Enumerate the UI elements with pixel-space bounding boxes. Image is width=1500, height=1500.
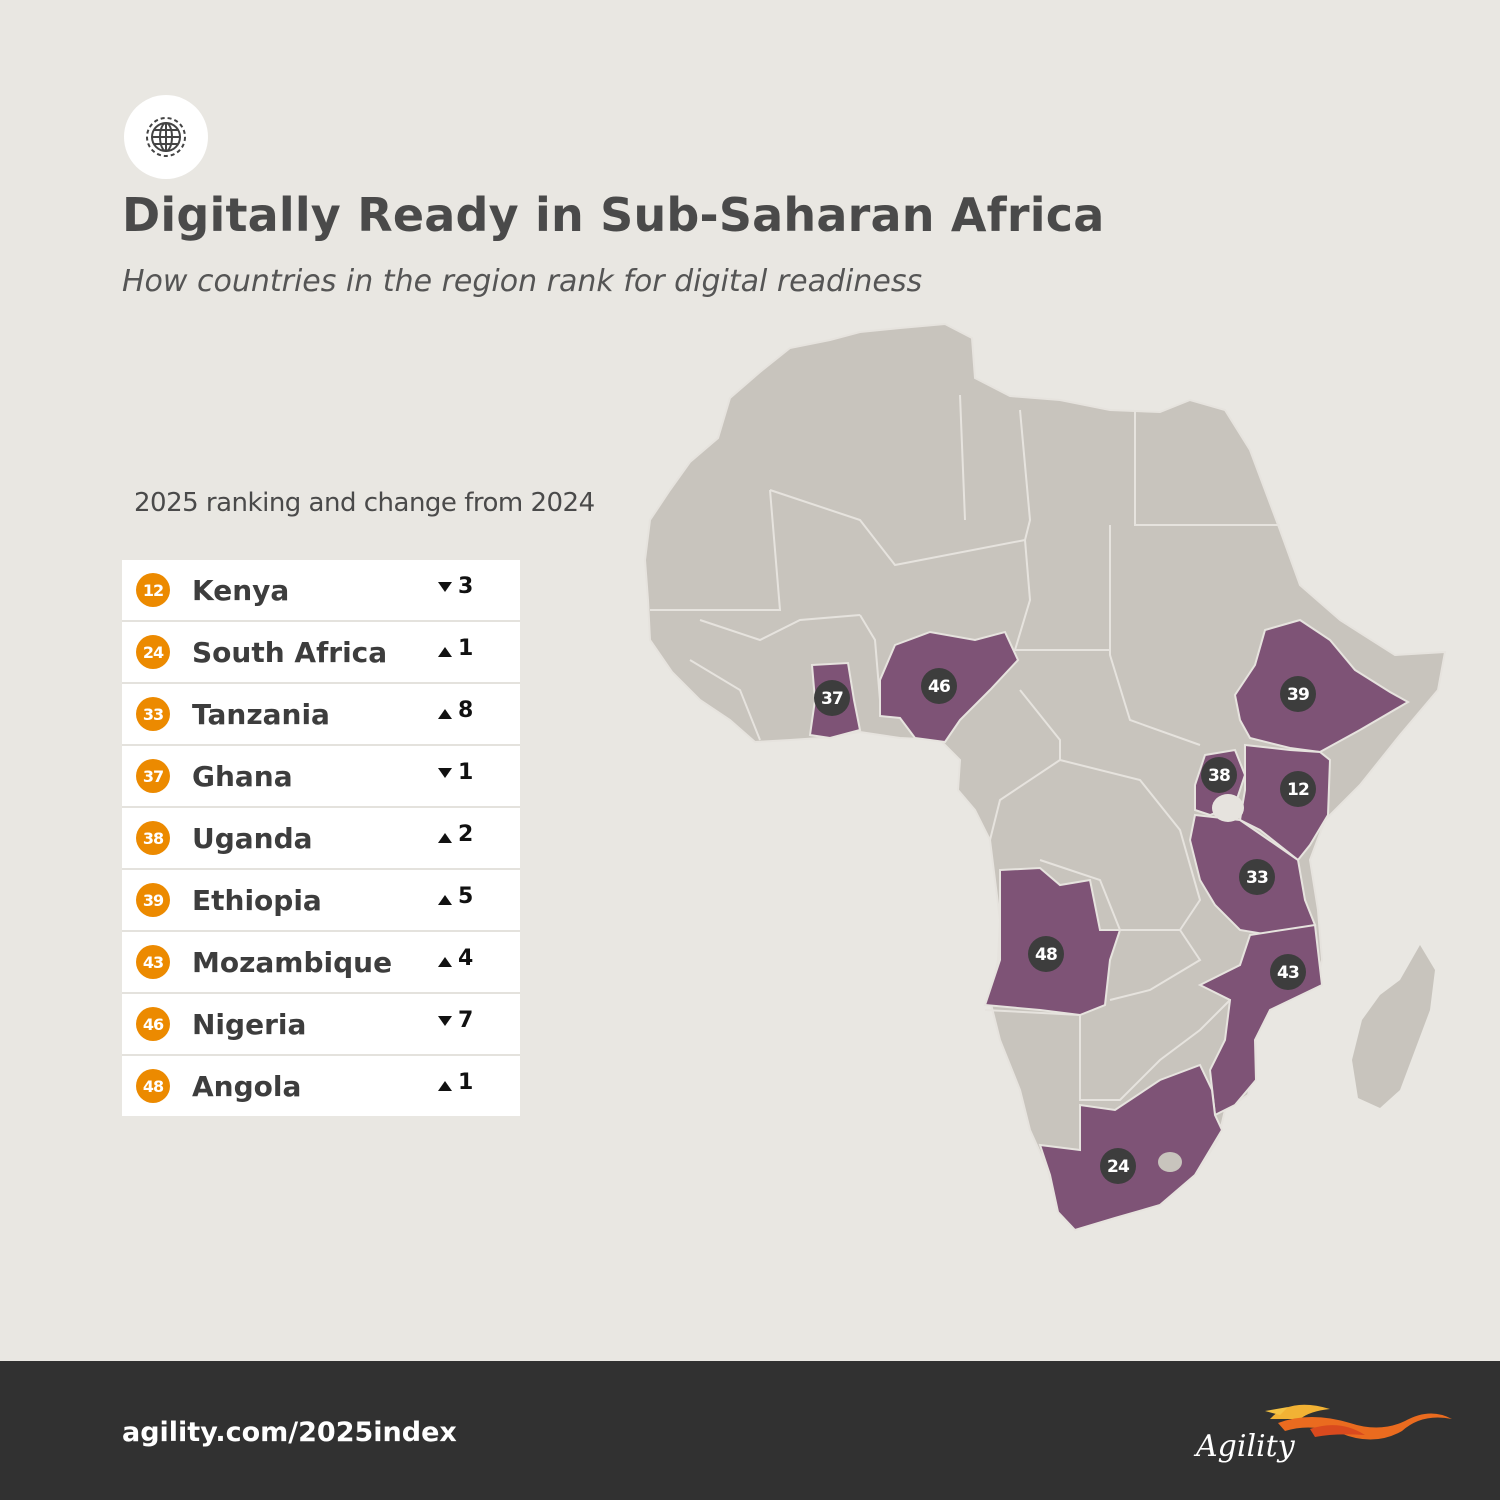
rank-change: 5 <box>458 884 474 909</box>
marker-label: 24 <box>1107 1157 1130 1177</box>
down-arrow-icon <box>438 768 452 778</box>
rank-change: 7 <box>458 1008 474 1033</box>
up-arrow-icon <box>438 647 452 657</box>
ranking-row: 33 Tanzania 8 <box>122 684 520 746</box>
marker-label: 38 <box>1208 766 1230 786</box>
footer: agility.com/2025index Agility <box>0 1361 1500 1500</box>
marker-label: 39 <box>1287 685 1309 705</box>
rank-change: 1 <box>458 636 474 661</box>
map-marker-nigeria: 46 <box>921 668 957 704</box>
map-marker-south-africa: 24 <box>1100 1148 1136 1184</box>
map-marker-tanzania: 33 <box>1239 859 1275 895</box>
rank-change: 1 <box>458 1070 474 1095</box>
rank-badge: 43 <box>136 945 170 979</box>
legend-caption: 2025 ranking and change from 2024 <box>134 488 595 518</box>
rank-badge: 38 <box>136 821 170 855</box>
map-marker-mozambique: 43 <box>1270 954 1306 990</box>
rank-change: 2 <box>458 822 474 847</box>
country-name: Ghana <box>192 760 293 793</box>
up-arrow-icon <box>438 895 452 905</box>
country-name: Nigeria <box>192 1008 307 1041</box>
down-arrow-icon <box>438 1016 452 1026</box>
madagascar <box>1352 945 1435 1108</box>
map-marker-kenya: 12 <box>1280 771 1316 807</box>
ranking-row: 39 Ethiopia 5 <box>122 870 520 932</box>
country-name: Kenya <box>192 574 290 607</box>
rank-change: 3 <box>458 574 474 599</box>
marker-label: 46 <box>928 677 950 697</box>
country-name: Mozambique <box>192 946 393 979</box>
globe-gear-icon <box>124 95 208 179</box>
country-name: Angola <box>192 1070 302 1103</box>
rank-badge: 12 <box>136 573 170 607</box>
rank-change: 4 <box>458 946 474 971</box>
country-name: South Africa <box>192 636 388 669</box>
ranking-table: 12 Kenya 3 24 South Africa 1 33 Tanzania… <box>122 560 520 1116</box>
rank-change: 8 <box>458 698 474 723</box>
marker-label: 43 <box>1277 963 1299 983</box>
ranking-row: 12 Kenya 3 <box>122 560 520 622</box>
marker-label: 12 <box>1287 780 1309 800</box>
ranking-row: 24 South Africa 1 <box>122 622 520 684</box>
rank-badge: 48 <box>136 1069 170 1103</box>
map-markers: 37 46 39 38 12 33 48 43 24 <box>814 668 1316 1184</box>
rank-badge: 24 <box>136 635 170 669</box>
marker-label: 33 <box>1246 868 1268 888</box>
map-marker-ghana: 37 <box>814 680 850 716</box>
country-borders <box>650 394 1280 1101</box>
ranking-row: 48 Angola 1 <box>122 1056 520 1116</box>
ranking-row: 37 Ghana 1 <box>122 746 520 808</box>
rank-badge: 46 <box>136 1007 170 1041</box>
ranking-row: 43 Mozambique 4 <box>122 932 520 994</box>
up-arrow-icon <box>438 957 452 967</box>
up-arrow-icon <box>438 709 452 719</box>
map-marker-ethiopia: 39 <box>1280 676 1316 712</box>
rank-badge: 39 <box>136 883 170 917</box>
rank-badge: 37 <box>136 759 170 793</box>
footer-link[interactable]: agility.com/2025index <box>122 1417 457 1448</box>
ranking-row: 46 Nigeria 7 <box>122 994 520 1056</box>
down-arrow-icon <box>438 582 452 592</box>
ranking-row: 38 Uganda 2 <box>122 808 520 870</box>
africa-map: 37 46 39 38 12 33 48 43 24 <box>643 322 1447 1232</box>
up-arrow-icon <box>438 833 452 843</box>
country-shape-ethiopia <box>1233 618 1411 754</box>
rank-change: 1 <box>458 760 474 785</box>
page-title: Digitally Ready in Sub-Saharan Africa <box>122 188 1105 242</box>
page-subtitle: How countries in the region rank for dig… <box>122 264 923 299</box>
up-arrow-icon <box>438 1081 452 1091</box>
country-shape-south-africa <box>1038 1063 1224 1232</box>
map-marker-angola: 48 <box>1028 936 1064 972</box>
marker-label: 48 <box>1035 945 1057 965</box>
country-name: Tanzania <box>192 698 330 731</box>
phoenix-logo-icon <box>1265 1404 1452 1440</box>
country-name: Uganda <box>192 822 313 855</box>
country-name: Ethiopia <box>192 884 322 917</box>
rank-badge: 33 <box>136 697 170 731</box>
marker-label: 37 <box>821 689 843 709</box>
map-marker-uganda: 38 <box>1201 757 1237 793</box>
brand-name: Agility <box>1196 1429 1295 1464</box>
